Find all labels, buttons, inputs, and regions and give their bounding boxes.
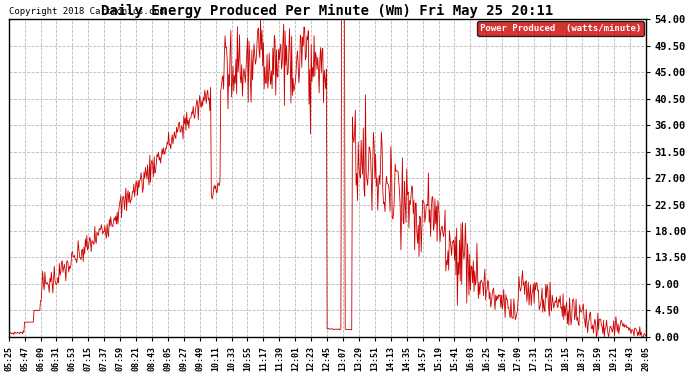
Legend: Power Produced  (watts/minute): Power Produced (watts/minute) (477, 21, 644, 36)
Text: Copyright 2018 Cartronics.com: Copyright 2018 Cartronics.com (9, 8, 164, 16)
Title: Daily Energy Produced Per Minute (Wm) Fri May 25 20:11: Daily Energy Produced Per Minute (Wm) Fr… (101, 4, 553, 18)
